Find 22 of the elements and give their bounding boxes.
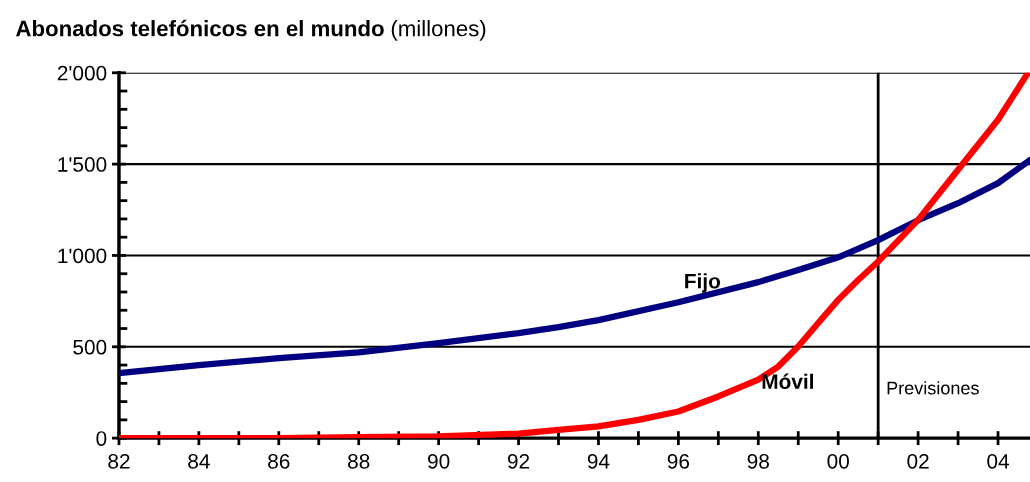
x-tick-label: 94: [587, 453, 610, 469]
ref-line-label: Previsiones: [887, 381, 979, 395]
series-label: Móvil: [762, 373, 814, 390]
x-tick-label: 86: [268, 453, 290, 469]
y-tick-label: 2'000: [57, 65, 107, 81]
x-tick-label: 82: [108, 453, 130, 469]
x-tick-label: 04: [987, 453, 1010, 469]
x-tick-label: 98: [747, 453, 769, 469]
x-tick-label: 96: [667, 453, 690, 469]
x-tick-label: 00: [827, 453, 849, 469]
x-tick-label: 92: [507, 453, 530, 469]
x-tick-label: 88: [348, 453, 370, 469]
y-tick-label: 1'000: [58, 248, 107, 264]
y-tick-label: 0: [96, 431, 107, 446]
y-tick-label: 500: [73, 339, 107, 355]
x-tick-label: 90: [428, 453, 450, 469]
x-tick-label: 84: [188, 453, 210, 469]
x-tick-label: 02: [907, 453, 929, 469]
chart-title: Abonados telefónicos en el mundo: [16, 19, 384, 37]
chart-subtitle: (millones): [391, 20, 486, 41]
series-label: Fijo: [685, 273, 721, 293]
y-tick-label: 1'500: [58, 157, 107, 172]
